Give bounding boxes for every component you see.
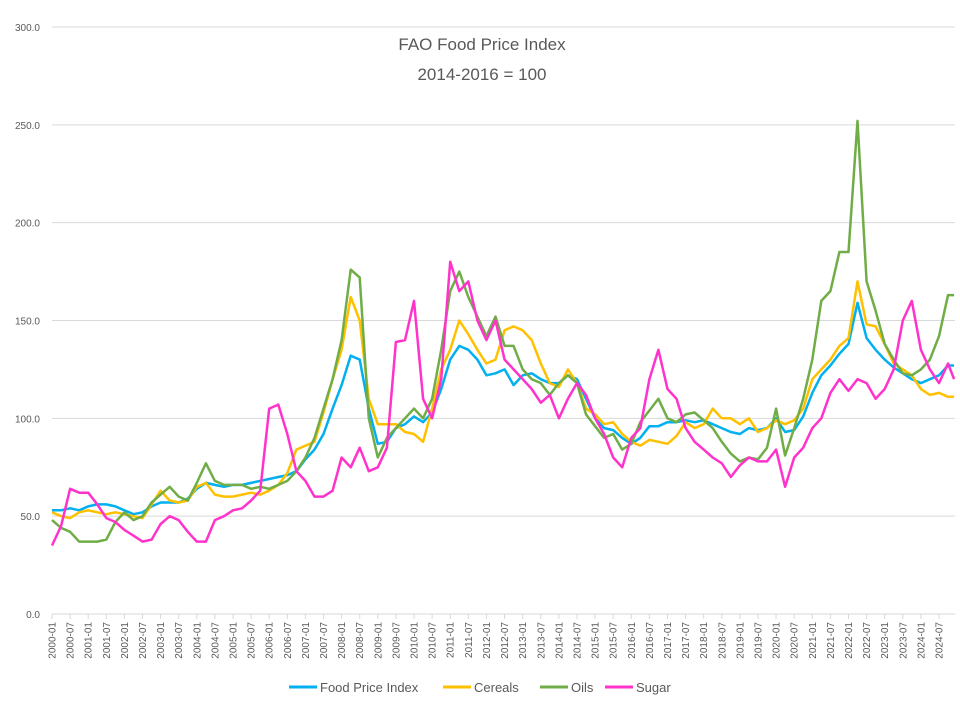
x-tick-label: 2003-01 xyxy=(156,622,167,659)
y-tick-label: 150.0 xyxy=(15,317,40,328)
y-tick-label: 200.0 xyxy=(15,219,40,230)
x-tick-label: 2007-07 xyxy=(319,622,330,659)
x-tick-label: 2017-07 xyxy=(681,622,692,659)
x-tick-label: 2015-01 xyxy=(591,622,602,659)
legend-label: Food Price Index xyxy=(320,680,419,695)
x-tick-label: 2022-01 xyxy=(844,622,855,659)
x-tick-label: 2012-07 xyxy=(500,622,511,659)
y-tick-label: 300.0 xyxy=(15,23,40,34)
x-tick-label: 2006-07 xyxy=(283,622,294,659)
x-tick-label: 2010-01 xyxy=(410,622,421,659)
legend-label: Oils xyxy=(571,680,594,695)
x-tick-label: 2020-07 xyxy=(790,622,801,659)
x-tick-label: 2000-07 xyxy=(66,622,77,659)
legend-item: Oils xyxy=(540,680,594,695)
x-tick-label: 2020-01 xyxy=(772,622,783,659)
x-tick-label: 2007-01 xyxy=(301,622,312,659)
x-tick-label: 2012-01 xyxy=(482,622,493,659)
x-tick-label: 2015-07 xyxy=(609,622,620,659)
x-tick-label: 2023-01 xyxy=(880,622,891,659)
y-tick-label: 250.0 xyxy=(15,121,40,132)
x-tick-label: 2008-01 xyxy=(337,622,348,659)
x-tick-label: 2002-01 xyxy=(120,622,131,659)
legend-item: Sugar xyxy=(605,680,671,695)
x-tick-label: 2002-07 xyxy=(138,622,149,659)
y-tick-label: 50.0 xyxy=(21,512,41,523)
x-tick-label: 2016-01 xyxy=(627,622,638,659)
x-tick-label: 2004-07 xyxy=(210,622,221,659)
x-tick-label: 2019-01 xyxy=(735,622,746,659)
x-tick-label: 2011-01 xyxy=(446,622,457,658)
gridlines xyxy=(52,26,955,615)
x-tick-label: 2009-07 xyxy=(391,622,402,659)
x-tick-label: 2024-01 xyxy=(916,622,927,659)
x-tick-label: 2006-01 xyxy=(265,622,276,659)
x-axis-ticks: 2000-01 2000-07 2001-01 2001-07 2002-01 2002-… xyxy=(48,614,945,659)
x-tick-label: 2000-01 xyxy=(48,622,59,659)
legend-item: Cereals xyxy=(443,680,519,695)
x-tick-label: 2003-07 xyxy=(174,622,185,659)
legend-label: Sugar xyxy=(636,680,671,695)
x-tick-label: 2010-07 xyxy=(428,622,439,659)
x-tick-label: 2021-07 xyxy=(826,622,837,659)
x-tick-label: 2024-07 xyxy=(934,622,945,659)
x-tick-label: 2001-07 xyxy=(102,622,113,659)
legend-label: Cereals xyxy=(474,680,519,695)
x-tick-label: 2018-07 xyxy=(717,622,728,659)
x-tick-label: 2014-07 xyxy=(572,622,583,659)
x-tick-label: 2014-01 xyxy=(554,622,565,659)
x-tick-label: 2021-01 xyxy=(808,622,819,659)
series-line-sugar xyxy=(50,260,956,547)
y-tick-label: 0.0 xyxy=(26,610,40,621)
chart-title: FAO Food Price Index xyxy=(398,35,566,54)
series-line-oils xyxy=(51,119,955,543)
chart-subtitle: 2014-2016 = 100 xyxy=(417,65,546,84)
x-tick-label: 2013-07 xyxy=(536,622,547,659)
x-tick-label: 2016-07 xyxy=(645,622,656,659)
x-tick-label: 2013-01 xyxy=(518,622,529,659)
x-tick-label: 2004-01 xyxy=(192,622,203,659)
x-tick-label: 2011-07 xyxy=(464,622,475,658)
x-tick-label: 2005-01 xyxy=(229,622,240,659)
legend-item: Food Price Index xyxy=(289,680,419,695)
series-lines xyxy=(50,119,956,547)
x-tick-label: 2005-07 xyxy=(247,622,258,659)
x-tick-label: 2017-01 xyxy=(663,622,674,659)
x-tick-label: 2018-01 xyxy=(699,622,710,659)
series-line-cereals xyxy=(51,280,955,520)
x-tick-label: 2023-07 xyxy=(898,622,909,659)
legend: Food Price Index Cereals Oils Sugar xyxy=(289,680,671,695)
y-axis-ticks: 0.0 50.0 100.0 150.0 200.0 250.0 300.0 xyxy=(15,23,40,621)
x-tick-label: 2008-07 xyxy=(355,622,366,659)
x-tick-label: 2001-01 xyxy=(84,622,95,659)
x-tick-label: 2019-07 xyxy=(753,622,764,659)
x-tick-label: 2009-01 xyxy=(373,622,384,659)
y-tick-label: 100.0 xyxy=(15,414,40,425)
x-tick-label: 2022-07 xyxy=(862,622,873,659)
